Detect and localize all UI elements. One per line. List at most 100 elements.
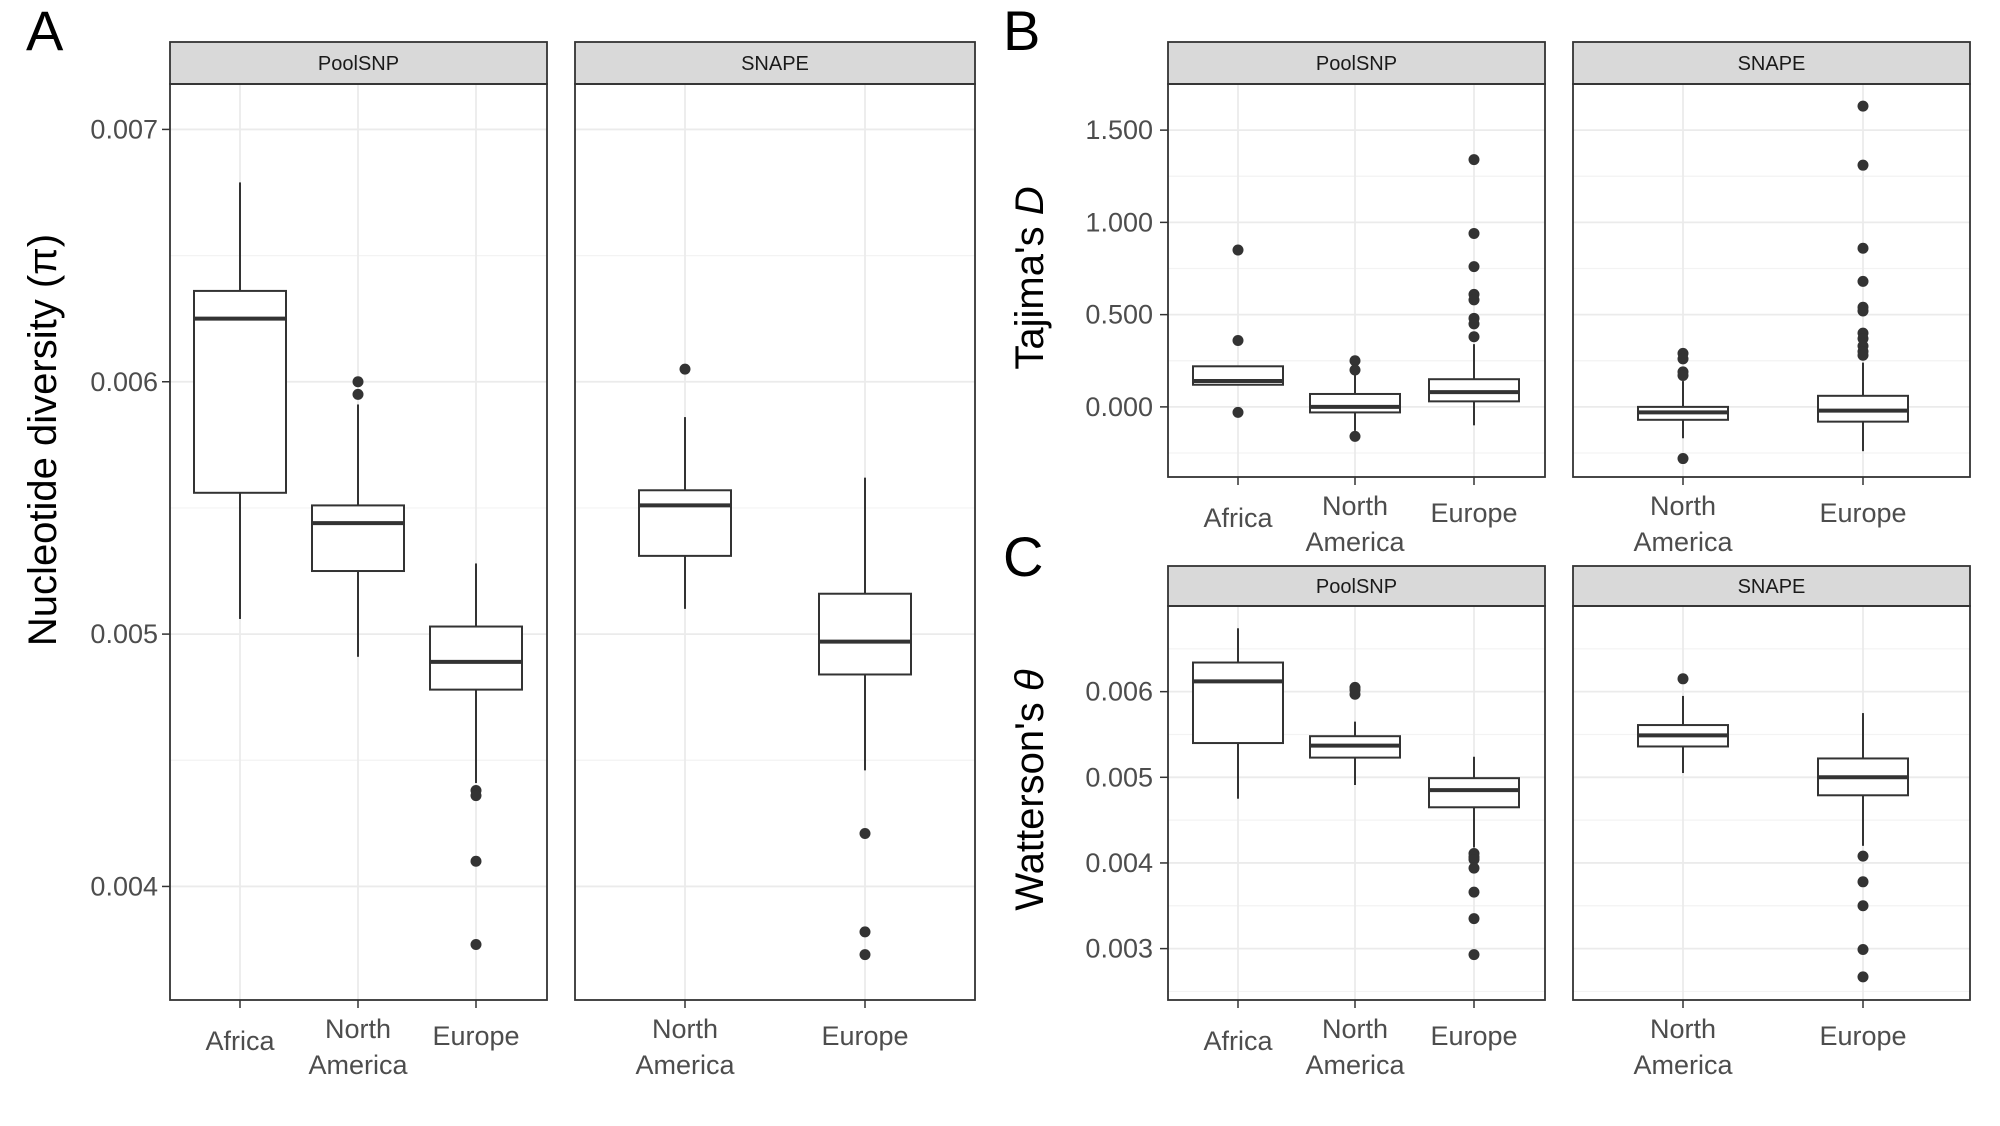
outlier-point — [1857, 971, 1869, 983]
outlier-point — [1468, 886, 1480, 898]
facet-a-snape: SNAPE North America Europe — [574, 41, 976, 1080]
panel-border — [1572, 605, 1971, 1001]
outlier-point — [1468, 913, 1480, 925]
box-c-poolsnp-europe — [1428, 756, 1520, 961]
y-tick-label-c-3: 0.006 — [1085, 677, 1153, 707]
outlier-point — [1232, 334, 1244, 346]
facet-strip-label: SNAPE — [741, 53, 809, 75]
outlier-point — [859, 926, 871, 938]
box-c-snape-north-america — [1637, 673, 1729, 774]
outlier-point — [1857, 876, 1869, 888]
y-tick-label-c-2: 0.005 — [1085, 762, 1153, 792]
outlier-point — [1468, 261, 1480, 273]
panel-background — [1168, 84, 1545, 477]
outlier-point — [1468, 227, 1480, 239]
outlier-point — [1857, 349, 1869, 361]
outlier-point — [1468, 949, 1480, 961]
outlier-point — [1677, 353, 1689, 365]
box-b-snape-europe — [1817, 100, 1909, 452]
panel-background — [1573, 606, 1970, 1000]
y-axis-title-c-text: Watterson's — [1008, 691, 1052, 911]
box-a-poolsnp-north-america — [311, 376, 405, 657]
facet-strip — [169, 41, 548, 85]
x-tick-label-africa: Africa — [205, 1026, 275, 1056]
x-tick-label-line: North — [1322, 1014, 1388, 1044]
box-iqr — [311, 504, 405, 573]
outlier-point — [352, 388, 364, 400]
y-axis-title-b-italic: D — [1008, 186, 1052, 215]
x-tick-label-north-america: North America — [1633, 1014, 1733, 1080]
y-tick-label-c-0: 0.003 — [1085, 934, 1153, 964]
x-tick-label-europe: Europe — [821, 1021, 908, 1051]
facet-b-snape: SNAPE North America Europe — [1572, 41, 1971, 557]
x-tick-label-europe: Europe — [432, 1021, 519, 1051]
x-tick-label-line: America — [1633, 527, 1733, 557]
panel-background — [575, 84, 975, 1000]
box-b-snape-north-america — [1637, 347, 1729, 465]
panel-letter-a: A — [26, 0, 64, 62]
x-tick-label-europe: Europe — [1430, 1021, 1517, 1051]
x-tick-label-line: North — [1650, 491, 1716, 521]
x-tick-label-europe: Europe — [1430, 498, 1517, 528]
outlier-point — [679, 363, 691, 375]
y-tick-label-b-1: 0.500 — [1085, 300, 1153, 330]
box-iqr — [1428, 777, 1520, 809]
facet-strip-label: SNAPE — [1738, 53, 1806, 75]
x-tick-label-africa: Africa — [1203, 503, 1273, 533]
box-b-poolsnp-europe — [1428, 154, 1520, 426]
y-tick-label-b-0: 0.000 — [1085, 392, 1153, 422]
y-tick-label-c-1: 0.004 — [1085, 848, 1153, 878]
y-axis-title-b: Tajima's D — [1008, 186, 1052, 369]
outlier-point — [1677, 453, 1689, 465]
outlier-point — [1857, 850, 1869, 862]
panel-background — [1573, 84, 1970, 477]
outlier-point — [1677, 673, 1689, 685]
outlier-point — [470, 938, 482, 950]
box-iqr — [1192, 661, 1284, 745]
y-tick-label-a-0: 0.004 — [90, 871, 158, 901]
panel-border — [574, 83, 976, 1001]
x-tick-label-north-america: North America — [635, 1014, 735, 1080]
facet-c-poolsnp: PoolSNP Africa North America Europe — [1167, 565, 1546, 1080]
facet-b-poolsnp: PoolSNP Africa North America Europe — [1167, 41, 1546, 557]
box-iqr — [1309, 392, 1401, 414]
facet-strip-label: PoolSNP — [318, 53, 399, 75]
panel-border — [1167, 83, 1546, 478]
facet-strip — [1572, 41, 1971, 85]
outlier-point — [352, 376, 364, 388]
box-c-snape-europe — [1817, 713, 1909, 983]
outlier-point — [1857, 242, 1869, 254]
facet-strip-label: PoolSNP — [1316, 53, 1397, 75]
x-tick-label-line: North — [652, 1014, 718, 1044]
box-a-snape-north-america — [638, 363, 732, 609]
facet-strip-label: SNAPE — [1738, 576, 1806, 598]
outlier-point — [1857, 100, 1869, 112]
outlier-point — [1349, 364, 1361, 376]
outlier-point — [1232, 406, 1244, 418]
outlier-point — [1857, 900, 1869, 912]
outlier-point — [470, 790, 482, 802]
chart-c-wattersons-theta: 0.003 0.004 0.005 0.006 PoolSNP Africa North Am… — [1085, 565, 1971, 1080]
outlier-point — [1468, 318, 1480, 330]
box-iqr — [193, 289, 287, 494]
box-a-snape-europe — [818, 477, 912, 961]
y-axis-title-a: Nucleotide diversity (π) — [21, 234, 65, 646]
outlier-point — [1232, 244, 1244, 256]
panel-letter-b: B — [1003, 0, 1040, 62]
facet-strip-label: PoolSNP — [1316, 576, 1397, 598]
x-tick-label-line: America — [1305, 1050, 1405, 1080]
outlier-point — [1349, 430, 1361, 442]
x-tick-label-line: North — [1650, 1014, 1716, 1044]
facet-strip — [1572, 565, 1971, 607]
facet-strip — [1167, 41, 1546, 85]
y-tick-label-b-2: 1.000 — [1085, 207, 1153, 237]
y-axis-title-c: Watterson's θ — [1008, 669, 1052, 911]
outlier-point — [1468, 331, 1480, 343]
x-tick-label-line: America — [1633, 1050, 1733, 1080]
x-tick-label-line: America — [1305, 527, 1405, 557]
outlier-point — [1349, 355, 1361, 367]
y-axis-title-c-italic: θ — [1008, 669, 1052, 691]
outlier-point — [1677, 370, 1689, 382]
outlier-point — [1468, 854, 1480, 866]
